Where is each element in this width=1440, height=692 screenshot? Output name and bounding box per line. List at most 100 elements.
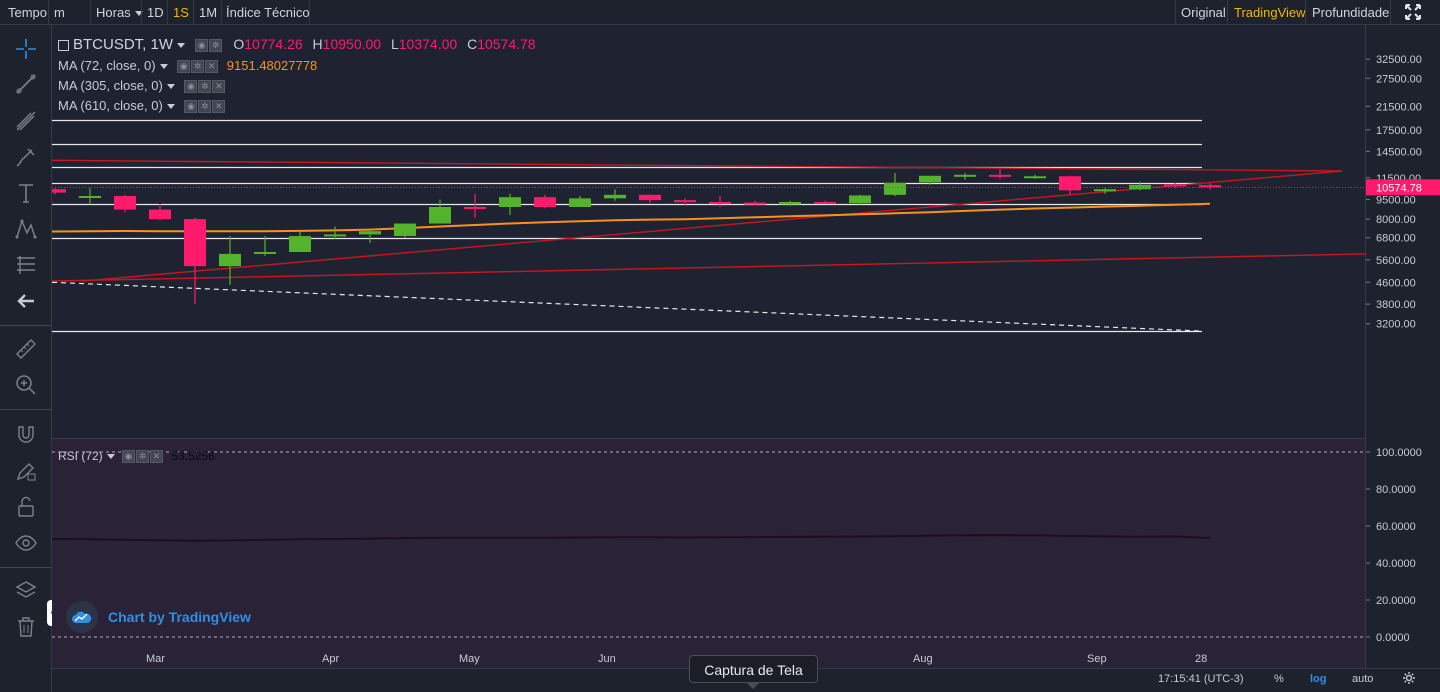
close-value: 10574.78 [477, 36, 536, 52]
toolbar-divider [1227, 0, 1228, 25]
price-axis[interactable]: 32500.00 27500.00 21500.00 17500.00 14500.00… [1366, 25, 1440, 668]
cloud-icon [72, 611, 92, 623]
rsi-label: RSI (72) [58, 449, 103, 463]
gear-icon[interactable]: ✲ [191, 60, 205, 74]
ma305-legend: MA (305, close, 0) ◉ ✲ ✕ [58, 78, 226, 94]
price-tick-label: 6800.00 [1376, 233, 1416, 245]
zoom-tool[interactable] [10, 371, 42, 399]
hide-drawings-tool[interactable] [10, 529, 42, 557]
measure-tool[interactable] [10, 335, 42, 363]
clock[interactable]: 17:15:41 (UTC-3) [1158, 673, 1244, 685]
magnet-tool[interactable] [10, 421, 42, 449]
eye-icon[interactable]: ◉ [184, 80, 198, 94]
candle-body [289, 236, 311, 252]
candle-body [464, 206, 486, 209]
text-tool[interactable] [10, 179, 42, 207]
stay-in-drawing-tool[interactable] [10, 457, 42, 485]
close-icon[interactable]: ✕ [150, 450, 164, 464]
screenshot-tooltip: Captura de Tela [689, 655, 818, 683]
candle-body [79, 196, 101, 199]
price-tick-label: 9500.00 [1376, 195, 1416, 207]
candle-body [954, 174, 976, 177]
object-tree-tool[interactable] [10, 577, 42, 605]
back-tool[interactable] [10, 287, 42, 315]
collapse-legend-icon[interactable] [58, 39, 69, 51]
fib-tool[interactable] [10, 251, 42, 279]
eye-icon[interactable]: ◉ [122, 450, 136, 464]
gear-icon [1403, 672, 1415, 684]
close-icon[interactable]: ✕ [212, 80, 226, 94]
settings-button[interactable] [1402, 671, 1416, 688]
candle-body [849, 195, 871, 204]
remove-drawings-tool[interactable] [10, 613, 42, 641]
chevron-down-icon[interactable] [166, 84, 175, 90]
time-axis[interactable]: Mar Apr May Jun Aug Sep 28 [52, 652, 1366, 668]
eye-icon[interactable]: ◉ [195, 38, 209, 52]
eye-icon[interactable]: ◉ [177, 60, 191, 74]
chart-area[interactable] [44, 25, 1367, 668]
candle-body [534, 197, 556, 207]
ma72-label: MA (72, close, 0) [58, 58, 156, 73]
chevron-down-icon[interactable] [177, 42, 186, 48]
ruler-icon [16, 339, 36, 359]
pattern-tool[interactable] [10, 215, 42, 243]
candle-body [1059, 176, 1081, 191]
log-scale-button[interactable]: log [1310, 673, 1327, 685]
time-label-sep: Sep [1087, 653, 1107, 665]
chevron-down-icon [134, 11, 143, 17]
interval-1m-button[interactable]: 1M [199, 5, 218, 20]
tradingview-watermark[interactable]: Chart by TradingView [66, 601, 251, 633]
ma72-legend: MA (72, close, 0) ◉ ✲ ✕ 9151.48027778 [58, 58, 317, 74]
price-chart-svg[interactable] [44, 25, 1367, 668]
rising-trendline [81, 170, 1343, 282]
chevron-down-icon[interactable] [106, 454, 115, 460]
percent-scale-button[interactable]: % [1274, 673, 1284, 685]
price-tick-label: 3200.00 [1376, 319, 1416, 331]
crosshair-tool[interactable] [10, 35, 42, 63]
toolbar-divider [0, 409, 52, 410]
symbol-title: BTCUSDT, 1W [73, 36, 174, 53]
crosshair-icon [16, 39, 36, 59]
technical-indicators-button[interactable]: Índice Técnico [226, 5, 310, 20]
view-tradingview-button[interactable]: TradingView [1234, 5, 1306, 20]
gear-icon[interactable]: ✲ [198, 100, 212, 114]
interval-1d-button[interactable]: 1D [147, 5, 164, 20]
lock-drawings-tool[interactable] [10, 493, 42, 521]
view-depth-button[interactable]: Profundidade [1312, 5, 1390, 20]
pitchfork-tool[interactable] [10, 107, 42, 135]
fibonacci-icon [17, 256, 35, 274]
candle-body [709, 201, 731, 204]
gear-icon[interactable]: ✲ [198, 80, 212, 94]
brush-tool[interactable] [10, 143, 42, 171]
close-icon[interactable]: ✕ [212, 100, 226, 114]
time-label-jun: Jun [598, 653, 616, 665]
magnet-icon [18, 426, 34, 443]
auto-scale-button[interactable]: auto [1352, 673, 1374, 685]
gear-icon[interactable]: ✲ [209, 38, 223, 52]
toolbar-divider [0, 325, 52, 326]
price-tick-label: 5600.00 [1376, 255, 1416, 267]
price-axis-svg[interactable]: 32500.00 27500.00 21500.00 17500.00 14500.00… [1366, 25, 1440, 668]
last-price-tag [1366, 179, 1440, 196]
close-icon[interactable]: ✕ [205, 60, 219, 74]
chevron-down-icon[interactable] [159, 64, 168, 70]
view-original-button[interactable]: Original [1181, 5, 1226, 20]
hours-select[interactable]: Horas [92, 2, 147, 23]
minutes-select[interactable]: m [50, 2, 90, 38]
gear-icon[interactable]: ✲ [136, 450, 150, 464]
candle-body [884, 182, 906, 195]
candlesticks [44, 169, 1221, 305]
candle-body [44, 189, 66, 193]
interval-1s-button[interactable]: 1S [173, 5, 189, 20]
eye-icon[interactable]: ◉ [184, 100, 198, 114]
candle-body [639, 194, 661, 201]
chevron-down-icon[interactable] [166, 104, 175, 110]
trend-line-tool[interactable] [10, 70, 42, 98]
trash-icon [18, 617, 34, 637]
candle-body [674, 200, 696, 203]
candle-body [394, 223, 416, 237]
candle-body [359, 231, 381, 235]
fullscreen-button[interactable] [1400, 3, 1421, 24]
eye-icon [15, 535, 37, 551]
price-tick-label: 17500.00 [1376, 125, 1422, 137]
